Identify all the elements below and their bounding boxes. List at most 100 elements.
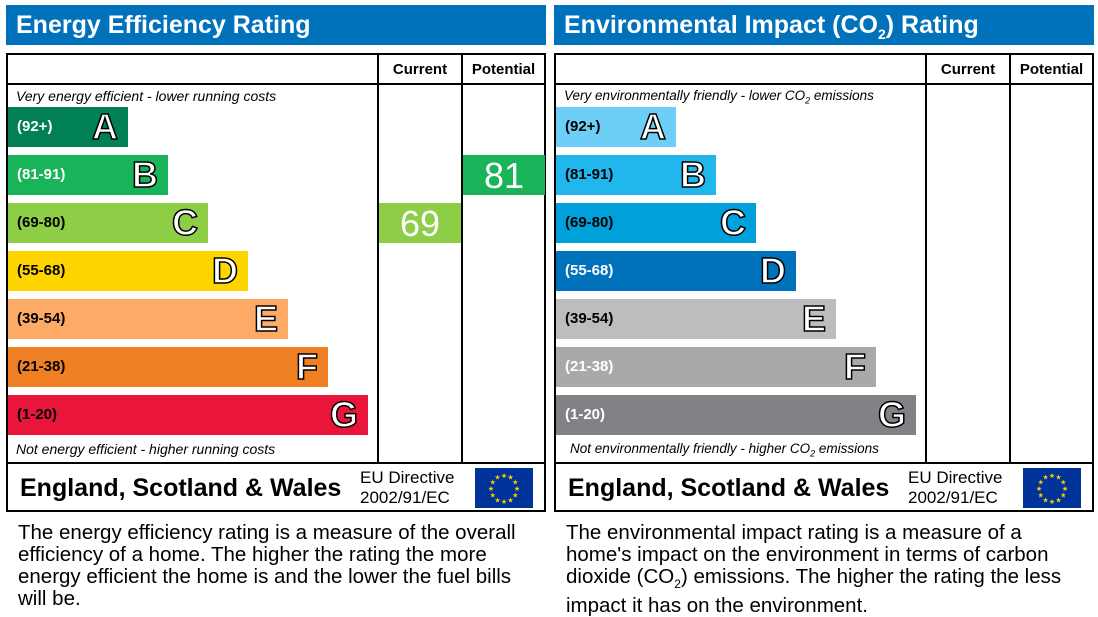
chart-title: Energy Efficiency Rating [6, 5, 546, 45]
band-bar-a: (92+) A [556, 105, 676, 148]
top-note: Very environmentally friendly - lower CO… [564, 88, 874, 106]
eu-directive: EU Directive 2002/91/EC [908, 468, 1002, 508]
bottom-note: Not environmentally friendly - higher CO… [570, 441, 879, 459]
svg-text:★: ★ [494, 474, 500, 482]
potential-rating-marker: 81 [463, 155, 545, 196]
region-label: England, Scotland & Wales [568, 474, 890, 502]
directive-line: 2002/91/EC [360, 488, 450, 507]
svg-text:★: ★ [1055, 496, 1061, 504]
svg-text:★: ★ [514, 485, 520, 493]
top-note: Very energy efficient - lower running co… [16, 88, 277, 104]
column-header-potential: Potential [1019, 61, 1084, 78]
divider [377, 55, 379, 464]
band-bar-c: (69-80) C [556, 201, 756, 244]
band-range: (81-91) [565, 166, 614, 183]
band-bar-f: (21-38) F [8, 345, 328, 388]
chart-title: Environmental Impact (CO2) Rating [554, 5, 1094, 45]
band-range: (69-80) [565, 214, 614, 231]
svg-text:★: ★ [501, 498, 507, 506]
svg-text:★: ★ [507, 474, 513, 482]
eu-flag-icon: ★ ★★★★★★★★★★★ [475, 468, 533, 508]
band-bar-e: (39-54) E [556, 297, 836, 340]
divider [1009, 55, 1011, 464]
band-letter: A [91, 105, 119, 148]
band-range: (1-20) [565, 406, 606, 423]
band-letter: G [877, 393, 907, 436]
svg-text:★: ★ [1062, 485, 1068, 493]
band-bar-f: (21-38) F [556, 345, 876, 388]
band-letter: A [639, 105, 667, 148]
band-bar-e: (39-54) E [8, 297, 288, 340]
energy-efficiency-panel: Energy Efficiency Rating Current Potenti… [6, 0, 548, 613]
band-bar-g: (1-20) G [8, 393, 368, 436]
band-bar-g: (1-20) G [556, 393, 916, 436]
rating-table: Current Potential Very energy efficient … [6, 53, 546, 512]
svg-text:★: ★ [512, 479, 518, 487]
band-range: (92+) [565, 118, 601, 135]
column-header-current: Current [940, 61, 996, 78]
svg-text:★: ★ [512, 492, 518, 500]
divider [8, 462, 544, 464]
description: The energy efficiency rating is a measur… [18, 521, 516, 610]
column-header-current: Current [392, 61, 448, 78]
svg-text:★: ★ [490, 479, 496, 487]
svg-text:★: ★ [1060, 479, 1066, 487]
current-rating-marker: 69 [379, 203, 461, 244]
svg-text:★: ★ [488, 485, 494, 493]
svg-text:★: ★ [490, 492, 496, 500]
rating-table: Current Potential Very environmentally f… [554, 53, 1094, 512]
band-letter: E [801, 297, 827, 340]
band-range: (39-54) [17, 310, 66, 327]
divider [925, 55, 927, 464]
svg-text:★: ★ [1049, 498, 1055, 506]
directive-line: EU Directive [908, 468, 1003, 487]
band-letter: B [131, 153, 159, 196]
band-bar-d: (55-68) D [8, 249, 248, 292]
band-range: (21-38) [17, 358, 66, 375]
band-letter: C [719, 201, 747, 244]
region-label: England, Scotland & Wales [20, 474, 342, 502]
svg-text:★: ★ [494, 496, 500, 504]
divider [8, 83, 544, 85]
band-letter: D [211, 249, 239, 292]
band-bar-a: (92+) A [8, 105, 128, 148]
eu-directive: EU Directive 2002/91/EC [360, 468, 454, 508]
band-bar-c: (69-80) C [8, 201, 208, 244]
description: The environmental impact rating is a mea… [566, 521, 1062, 617]
svg-text:★: ★ [1042, 496, 1048, 504]
svg-text:★: ★ [1055, 474, 1061, 482]
svg-text:★: ★ [1060, 492, 1066, 500]
band-range: (55-68) [565, 262, 614, 279]
bottom-note: Not energy efficient - higher running co… [16, 441, 276, 457]
band-range: (21-38) [565, 358, 614, 375]
band-range: (69-80) [17, 214, 66, 231]
band-range: (39-54) [565, 310, 614, 327]
svg-text:★: ★ [1049, 472, 1055, 480]
svg-text:★: ★ [1038, 479, 1044, 487]
band-range: (1-20) [17, 406, 58, 423]
band-letter: B [679, 153, 707, 196]
directive-line: EU Directive [360, 468, 455, 487]
band-letter: D [759, 249, 787, 292]
divider [556, 83, 1092, 85]
band-bar-b: (81-91) B [8, 153, 168, 196]
band-range: (81-91) [17, 166, 66, 183]
svg-text:★: ★ [1042, 474, 1048, 482]
band-range: (92+) [17, 118, 53, 135]
svg-text:★: ★ [507, 496, 513, 504]
column-header-potential: Potential [471, 61, 536, 78]
band-bar-d: (55-68) D [556, 249, 796, 292]
band-letter: F [295, 345, 319, 388]
directive-line: 2002/91/EC [908, 488, 998, 507]
divider [461, 55, 463, 464]
environmental-impact-panel: Environmental Impact (CO2) Rating Curren… [554, 0, 1096, 617]
band-letter: G [329, 393, 359, 436]
band-bar-b: (81-91) B [556, 153, 716, 196]
svg-text:★: ★ [1036, 485, 1042, 493]
band-letter: E [253, 297, 279, 340]
band-letter: C [171, 201, 199, 244]
band-letter: F [843, 345, 867, 388]
svg-text:★: ★ [1038, 492, 1044, 500]
divider [556, 462, 1092, 464]
band-range: (55-68) [17, 262, 66, 279]
